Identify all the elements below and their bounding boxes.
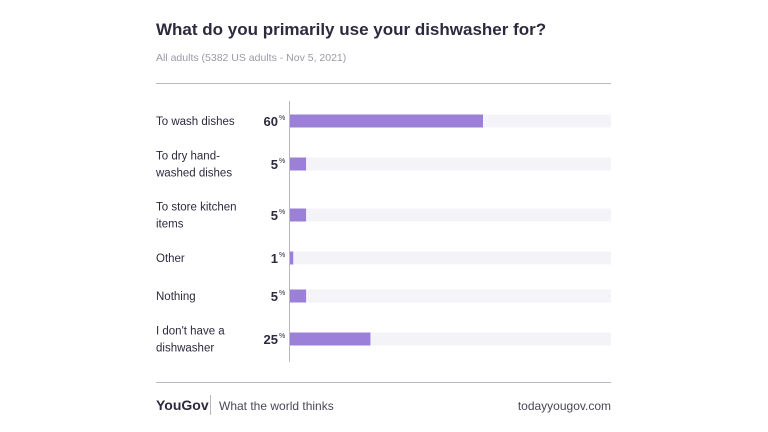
footer-separator xyxy=(210,395,211,415)
value-unit: % xyxy=(279,290,285,297)
top-divider xyxy=(156,83,611,84)
bar xyxy=(290,208,307,222)
value-label: 1 xyxy=(271,251,278,266)
value-unit: % xyxy=(279,209,285,216)
chart-title: What do you primarily use your dishwashe… xyxy=(156,20,547,39)
category-label: To dry hand-washed dishes xyxy=(155,151,232,180)
category-label: Other xyxy=(156,253,185,265)
bar-track xyxy=(290,251,611,265)
bar xyxy=(290,114,483,128)
chart-subtitle: All adults (5382 US adults - Nov 5, 2021… xyxy=(156,52,347,64)
brand-logo[interactable]: YouGov xyxy=(156,397,209,413)
bottom-divider xyxy=(156,382,611,383)
value-label: 5 xyxy=(271,157,278,172)
value-unit: % xyxy=(279,333,285,340)
bar xyxy=(290,157,307,171)
bar xyxy=(290,289,307,303)
bar-track xyxy=(290,157,611,171)
footer-tagline: What the world thinks xyxy=(219,399,334,413)
bar-track xyxy=(290,208,611,222)
value-label: 25 xyxy=(264,332,278,347)
category-label: Nothing xyxy=(156,291,196,303)
value-label: 5 xyxy=(271,289,278,304)
value-label: 60 xyxy=(264,114,278,129)
category-label: To wash dishes xyxy=(156,116,235,128)
value-label: 5 xyxy=(271,208,278,223)
footer-site-link[interactable]: todayyougov.com xyxy=(517,399,611,413)
value-unit: % xyxy=(279,158,285,165)
bar-track xyxy=(290,289,611,303)
category-label: I don't have a dishwasher xyxy=(156,326,225,355)
value-unit: % xyxy=(279,115,285,122)
bar xyxy=(290,332,371,346)
category-label: To store kitchen items xyxy=(156,202,237,231)
value-unit: % xyxy=(279,252,285,259)
bar xyxy=(290,251,294,265)
